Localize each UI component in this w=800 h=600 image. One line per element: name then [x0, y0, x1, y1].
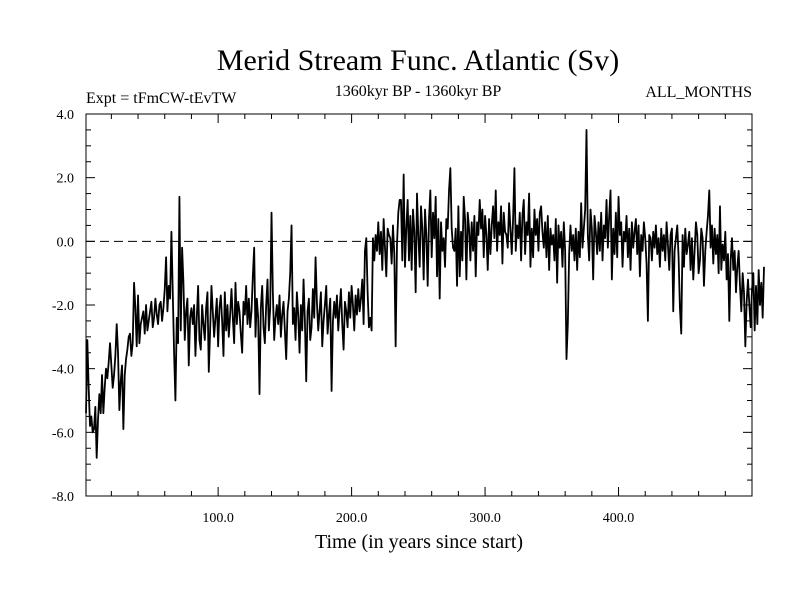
- y-tick-label: 2.0: [57, 172, 75, 187]
- y-tick-label: -4.0: [52, 363, 74, 378]
- plot-frame: [85, 113, 753, 497]
- x-tick-labels: 100.0 200.0 300.0 400.0: [202, 511, 634, 526]
- series-line: [85, 129, 765, 459]
- y-tick-label: 0.0: [57, 235, 75, 250]
- x-tick-label: 200.0: [336, 511, 368, 526]
- y-tick-label: 4.0: [57, 108, 75, 123]
- chart-title: Merid Stream Func. Atlantic (Sv): [217, 44, 619, 77]
- y-tick-label: -8.0: [52, 490, 74, 505]
- x-tick-label: 400.0: [603, 511, 635, 526]
- y-tick-label: -6.0: [52, 426, 74, 441]
- subtitle-experiment: Expt = tFmCW-tEvTW: [86, 90, 237, 107]
- subtitle-period: 1360kyr BP - 1360kyr BP: [335, 83, 502, 100]
- x-tick-label: 300.0: [469, 511, 501, 526]
- tick-marks: [86, 113, 752, 497]
- x-tick-label: 100.0: [202, 511, 234, 526]
- y-tick-label: -2.0: [52, 299, 74, 314]
- x-axis-label: Time (in years since start): [315, 531, 523, 553]
- subtitle-months: ALL_MONTHS: [645, 84, 752, 101]
- y-tick-labels: -8.0 -6.0 -4.0 -2.0 0.0 2.0 4.0: [52, 108, 74, 505]
